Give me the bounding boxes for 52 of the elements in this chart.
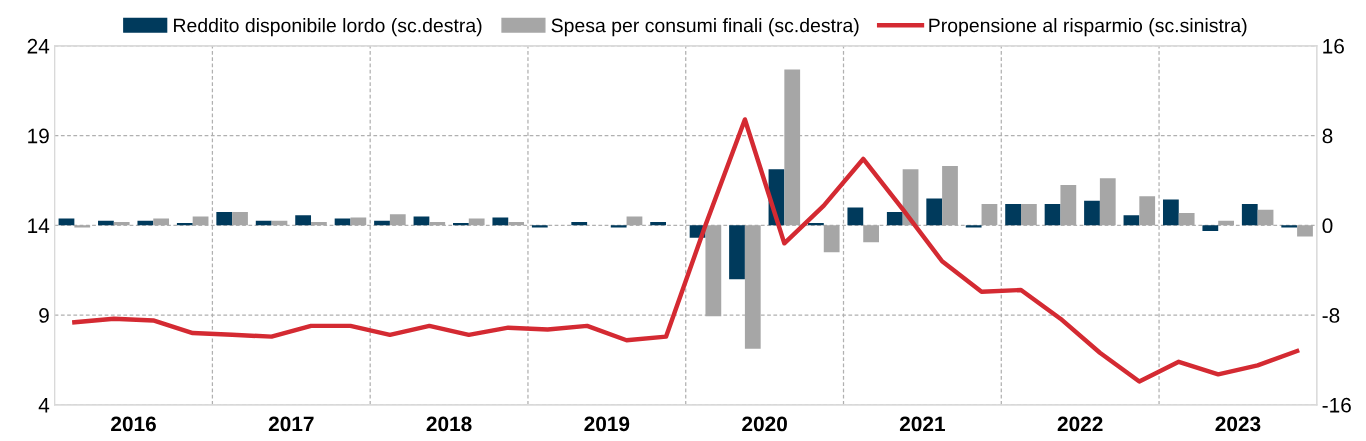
- y2-tick-label: -16: [1322, 397, 1351, 413]
- bar: [1241, 204, 1258, 226]
- bar: [1202, 225, 1219, 231]
- x-tick-label: 2023: [1215, 416, 1261, 432]
- bar: [823, 225, 840, 253]
- x-tick-label: 2022: [1057, 416, 1103, 432]
- legend-label: Spesa per consumi finali (sc.destra): [551, 18, 859, 37]
- bar: [1005, 204, 1021, 226]
- bar: [1163, 199, 1179, 226]
- bar: [886, 211, 903, 226]
- x-tick-label: 2021: [899, 416, 945, 432]
- y-tick-label: 14: [28, 218, 50, 233]
- bar: [216, 211, 233, 226]
- legend-label: Propensione al risparmio (sc.sinistra): [929, 18, 1247, 37]
- bar: [374, 220, 390, 226]
- bar: [965, 225, 982, 228]
- bar: [1084, 200, 1100, 226]
- line-series: [72, 117, 1300, 384]
- legend-label: Reddito disponibile lordo (sc.destra): [174, 18, 482, 37]
- bar: [492, 217, 509, 226]
- x-tick-label: 2020: [742, 416, 787, 432]
- bar: [255, 220, 272, 226]
- x-tick-label: 2016: [111, 416, 156, 432]
- y2-tick-label: 8: [1322, 128, 1333, 144]
- y2-tick-label: -8: [1322, 308, 1340, 323]
- y-tick-label: 19: [28, 128, 49, 144]
- x-tick-label: 2017: [268, 416, 314, 432]
- y-tick-label: 4: [38, 398, 50, 413]
- bar: [650, 221, 667, 226]
- bar: [413, 216, 430, 226]
- bar: [808, 223, 824, 226]
- bar: [847, 207, 864, 226]
- bar: [295, 215, 312, 226]
- bar: [571, 221, 588, 226]
- bar: [610, 225, 627, 228]
- bar: [453, 223, 469, 226]
- bar: [1123, 215, 1140, 226]
- bar: [926, 198, 943, 226]
- y2-tick-label: 0: [1322, 218, 1333, 234]
- x-tick-label: 2018: [426, 416, 472, 432]
- bar: [1044, 204, 1061, 226]
- bar: [1297, 225, 1313, 237]
- y-tick-label: 24: [27, 38, 50, 54]
- x-tick-label: 2019: [584, 416, 630, 432]
- bar: [137, 220, 154, 226]
- y-tick-label: 9: [39, 308, 49, 323]
- bar: [531, 225, 548, 228]
- bar: [729, 225, 745, 280]
- bar: [1281, 225, 1298, 228]
- y2-tick-label: 16: [1323, 38, 1344, 54]
- bar: [176, 223, 193, 226]
- bar: [98, 220, 114, 226]
